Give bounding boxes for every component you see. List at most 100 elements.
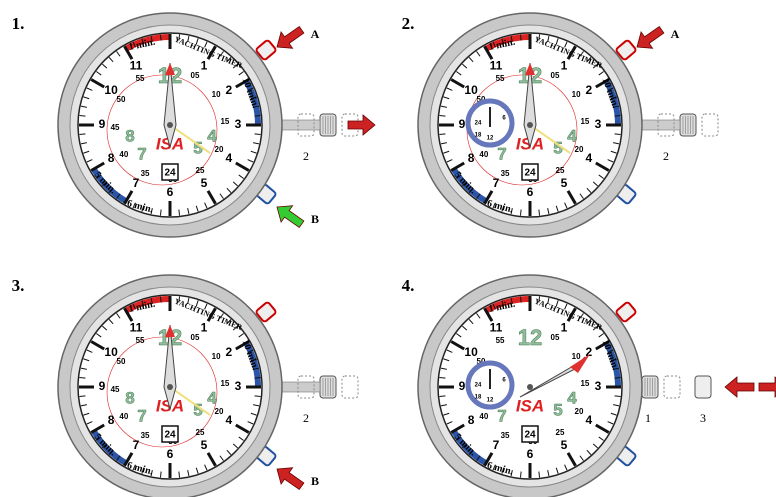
- tick: [187, 208, 190, 215]
- hour-number: 5: [561, 176, 568, 190]
- tick: [439, 376, 446, 379]
- tick: [592, 325, 598, 331]
- hour-number: 8: [108, 151, 115, 165]
- tick: [456, 174, 462, 179]
- crown-position: [341, 375, 359, 399]
- subdial-number: 18: [475, 133, 482, 139]
- big-number: 5: [193, 400, 202, 419]
- minute-number: 10: [572, 352, 581, 361]
- big-number: 7: [137, 144, 146, 163]
- main-hand: [163, 324, 177, 411]
- minute-number: 10: [212, 352, 221, 361]
- big-number: 7: [497, 144, 506, 163]
- subdial-number: 6: [502, 378, 506, 384]
- minute-number: 35: [141, 169, 150, 178]
- tick: [610, 412, 617, 416]
- blue-segment: [451, 167, 488, 204]
- subdial-number: 12: [487, 398, 494, 404]
- tick: [235, 161, 250, 172]
- hour-number: 1: [561, 58, 568, 72]
- tick: [232, 63, 238, 69]
- tick: [443, 412, 450, 416]
- tick: [439, 114, 446, 117]
- tick: [86, 159, 93, 163]
- tick: [595, 340, 610, 351]
- tick: [247, 87, 254, 91]
- tick: [614, 133, 621, 136]
- tick: [226, 57, 232, 63]
- tick: [579, 193, 584, 199]
- tick: [247, 159, 254, 163]
- blue-segment: [603, 341, 621, 388]
- tick: [564, 202, 568, 209]
- step-number: 1.: [12, 14, 25, 33]
- tick: [462, 181, 468, 187]
- tick: [510, 297, 513, 304]
- tick: [592, 181, 598, 187]
- date: 24: [524, 168, 536, 179]
- callout-arrow: [276, 467, 305, 491]
- tick: [598, 436, 604, 441]
- tick: [247, 349, 254, 353]
- top-pusher: [615, 301, 637, 323]
- tick: [443, 96, 450, 100]
- crown-position: [657, 113, 675, 137]
- blue-segment: [243, 79, 261, 126]
- tick: [586, 187, 592, 193]
- tick: [598, 174, 604, 179]
- tick: [610, 150, 617, 154]
- tick: [96, 333, 102, 338]
- hour-number: 1: [201, 320, 208, 334]
- minute-number: 15: [220, 379, 229, 388]
- date-window: [161, 425, 179, 443]
- hour-number: 9: [99, 117, 106, 131]
- tick: [235, 78, 250, 89]
- tick: [102, 181, 108, 187]
- tick: [450, 423, 465, 434]
- tick: [614, 114, 621, 117]
- tick: [483, 452, 494, 467]
- hour-number: 11: [130, 320, 143, 334]
- red-segment: [484, 296, 531, 314]
- tick: [566, 452, 577, 467]
- tick: [613, 367, 620, 370]
- minute-number: 05: [551, 333, 560, 342]
- tick: [206, 307, 217, 322]
- minute-number: 55: [496, 74, 505, 83]
- main-hand: [523, 62, 537, 149]
- tick: [238, 174, 244, 179]
- crown-position: [701, 113, 719, 137]
- tick: [178, 296, 181, 303]
- tick: [123, 190, 134, 205]
- minute-number: 50: [477, 95, 486, 104]
- hour-number: 11: [490, 320, 503, 334]
- hour-number: 7: [493, 438, 500, 452]
- tick: [123, 307, 134, 322]
- tick: [510, 208, 513, 215]
- position-label: 2: [303, 149, 309, 163]
- red-segment: [484, 34, 531, 52]
- big-number: 7: [137, 406, 146, 425]
- tick: [250, 150, 257, 154]
- tick: [96, 174, 102, 179]
- tick: [159, 209, 162, 216]
- blue-segment: [91, 167, 128, 204]
- hour-number: 6: [527, 185, 534, 199]
- tick: [613, 404, 620, 407]
- date-window: [521, 163, 539, 181]
- tick: [456, 436, 462, 441]
- tick: [204, 464, 208, 471]
- blue-segment: [91, 429, 128, 466]
- tick: [226, 319, 232, 325]
- tick: [592, 63, 598, 69]
- hand-pin: [167, 122, 173, 128]
- tick: [501, 38, 505, 45]
- callout-label: B: [311, 212, 319, 226]
- hour-number: 11: [130, 58, 143, 72]
- tick: [566, 45, 577, 60]
- date: 24: [164, 168, 176, 179]
- tick: [116, 313, 121, 319]
- minute-number: 05: [191, 333, 200, 342]
- hour-number: 4: [226, 413, 233, 427]
- tick: [579, 51, 584, 57]
